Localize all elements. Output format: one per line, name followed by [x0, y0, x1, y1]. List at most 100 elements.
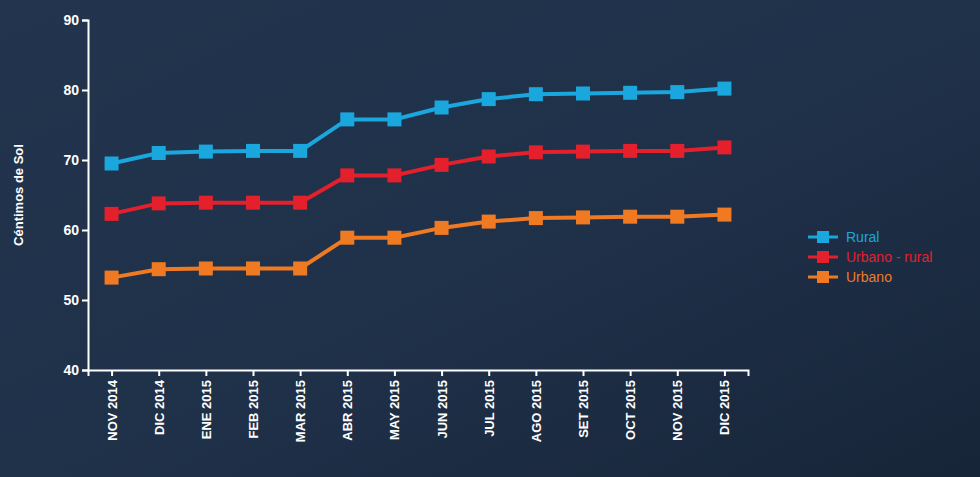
x-tick-label: DIC 2015 [717, 380, 732, 435]
series-marker [340, 168, 354, 182]
y-axis-line [82, 21, 89, 371]
series-marker [246, 144, 260, 158]
series-marker [670, 85, 684, 99]
series-marker [435, 221, 449, 235]
series-marker [717, 140, 731, 154]
x-tick-mark [347, 370, 349, 376]
y-tick-mark [82, 370, 88, 372]
plot: 40 50 60 70 80 90 NOV 2014 DIC 2014 ENE 2015 FEB … [63, 12, 748, 442]
x-tick-mark [253, 370, 255, 376]
series-line [112, 215, 725, 278]
series-marker [623, 86, 637, 100]
x-tick-label: NOV 2015 [670, 380, 685, 441]
x-tick-mark [205, 370, 207, 376]
y-tick: 60 [63, 222, 88, 238]
series-marker [482, 92, 496, 106]
x-tick-mark [441, 370, 443, 376]
y-tick-label: 80 [63, 82, 79, 98]
y-tick-label: 90 [63, 12, 79, 28]
x-tick-mark [488, 370, 490, 376]
legend-label: Urbano [846, 269, 892, 285]
x-tick: MAY 2015 [387, 370, 402, 440]
legend-label: Rural [846, 229, 879, 245]
series-marker [717, 208, 731, 222]
series-marker [246, 262, 260, 276]
series-marker [340, 112, 354, 126]
legend-marker [817, 231, 829, 243]
x-tick: JUN 2015 [435, 370, 450, 439]
x-axis: NOV 2014DIC 2014ENE 2015FEB 2015MAR 2015… [89, 370, 749, 442]
y-tick-mark [82, 300, 88, 302]
x-tick-label: AGO 2015 [529, 380, 544, 442]
series-marker [387, 112, 401, 126]
x-tick-mark [724, 370, 726, 376]
y-tick-mark [82, 90, 88, 92]
series-marker [152, 262, 166, 276]
x-tick: NOV 2014 [105, 370, 120, 441]
x-tick-mark [677, 370, 679, 376]
series-marker [482, 215, 496, 229]
series-marker [152, 196, 166, 210]
y-tick-mark [82, 160, 88, 162]
x-tick-label: DIC 2014 [152, 379, 167, 435]
x-tick-mark [394, 370, 396, 376]
legend-item: Urbano [808, 269, 892, 285]
legend: Rural Urbano - rural Urbano [808, 229, 932, 285]
y-tick-label: 70 [63, 152, 79, 168]
y-tick-mark [82, 230, 88, 232]
legend-item: Urbano - rural [808, 249, 932, 265]
series-marker [246, 196, 260, 210]
series-marker [435, 101, 449, 115]
x-axis-line [89, 371, 749, 377]
x-tick-label: SET 2015 [576, 380, 591, 438]
background [0, 0, 980, 477]
y-tick: 70 [63, 152, 88, 168]
y-tick-label: 50 [63, 292, 79, 308]
x-tick: FEB 2015 [246, 370, 261, 439]
x-tick: OCT 2015 [623, 370, 638, 440]
y-axis: 40 50 60 70 80 90 [63, 12, 88, 378]
x-tick: NOV 2015 [670, 370, 685, 441]
legend-marker [817, 251, 829, 263]
series-marker [152, 146, 166, 160]
y-tick-mark [82, 20, 88, 22]
chart: 40 50 60 70 80 90 NOV 2014 DIC 2014 ENE 2015 FEB … [0, 0, 980, 477]
series-marker [576, 210, 590, 224]
x-tick: SET 2015 [576, 370, 591, 438]
x-tick-label: JUL 2015 [482, 380, 497, 437]
x-tick-mark [158, 370, 160, 376]
y-tick: 50 [63, 292, 88, 308]
series-marker [623, 144, 637, 158]
y-tick-label: 40 [63, 362, 79, 378]
x-tick-mark [535, 370, 537, 376]
series-marker [670, 144, 684, 158]
x-tick-label: ENE 2015 [199, 380, 214, 439]
x-tick-mark [630, 370, 632, 376]
y-tick-label: 60 [63, 222, 79, 238]
x-tick: JUL 2015 [482, 370, 497, 437]
series-marker [529, 87, 543, 101]
series-line [112, 89, 725, 164]
x-tick: DIC 2014 [152, 370, 167, 435]
y-tick: 80 [63, 82, 88, 98]
series-marker [293, 196, 307, 210]
series-marker [293, 262, 307, 276]
y-axis-title: Céntimos de Sol [11, 144, 26, 246]
series-marker [199, 262, 213, 276]
x-tick-label: JUN 2015 [435, 380, 450, 439]
x-tick-label: NOV 2014 [105, 379, 120, 440]
x-tick-mark [300, 370, 302, 376]
x-tick-label: MAY 2015 [387, 380, 402, 440]
x-tick-mark [583, 370, 585, 376]
series-marker [717, 82, 731, 96]
series-marker [623, 210, 637, 224]
series-marker [293, 144, 307, 158]
series-marker [105, 207, 119, 221]
series-marker [529, 145, 543, 159]
series-marker [482, 150, 496, 164]
legend-marker [817, 271, 829, 283]
y-tick: 90 [63, 12, 88, 28]
series-marker [199, 145, 213, 159]
x-tick-label: FEB 2015 [246, 380, 261, 439]
series-marker [435, 158, 449, 172]
